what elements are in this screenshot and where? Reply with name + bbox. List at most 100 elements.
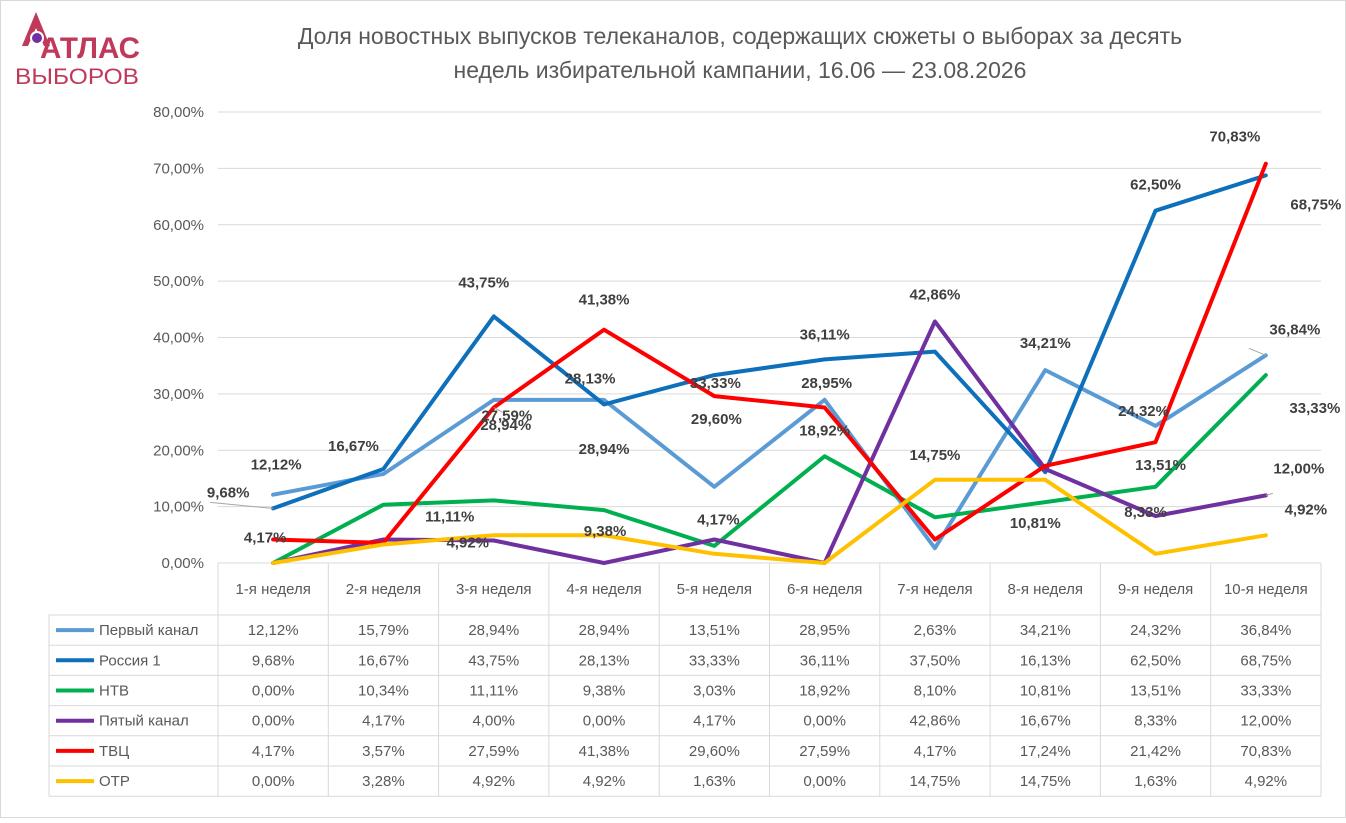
table-cell: 1,63% <box>1134 773 1177 790</box>
data-label: 28,94% <box>480 417 531 434</box>
table-cell: 36,11% <box>800 652 850 669</box>
table-cell: 13,51% <box>689 622 740 639</box>
table-cell: 0,00% <box>252 683 295 700</box>
y-tick-label: 60,00% <box>153 217 204 234</box>
data-label: 14,75% <box>910 447 961 464</box>
series-line <box>271 173 1268 511</box>
data-label: 24,32% <box>1118 403 1169 420</box>
leader-line <box>1265 492 1273 496</box>
category-label: 10-я неделя <box>1224 581 1308 598</box>
data-label: 28,95% <box>801 375 852 392</box>
data-label: 70,83% <box>1209 129 1260 146</box>
series-name: Первый канал <box>99 622 198 639</box>
data-label: 42,86% <box>910 286 961 303</box>
data-label: 36,11% <box>800 326 850 343</box>
table-cell: 14,75% <box>1020 773 1071 790</box>
table-cell: 37,50% <box>910 652 961 669</box>
series-name: Россия 1 <box>99 652 161 669</box>
table-cell: 36,84% <box>1240 622 1291 639</box>
table-cell: 28,94% <box>468 622 519 639</box>
table-cell: 13,51% <box>1130 683 1181 700</box>
table-cell: 3,57% <box>362 743 405 760</box>
leader-line <box>1248 347 1267 356</box>
table-cell: 12,00% <box>1240 713 1291 730</box>
table-cell: 4,17% <box>693 713 736 730</box>
table-cell: 0,00% <box>803 713 846 730</box>
table-cell: 4,92% <box>472 773 515 790</box>
table-cell: 24,32% <box>1130 622 1181 639</box>
logo-line1: АТЛАС <box>40 32 140 65</box>
table-cell: 27,59% <box>468 743 519 760</box>
table-cell: 4,17% <box>914 743 957 760</box>
y-tick-label: 30,00% <box>153 386 204 403</box>
table-cell: 33,33% <box>689 652 740 669</box>
data-label: 41,38% <box>579 292 630 309</box>
table-cell: 9,38% <box>583 683 626 700</box>
chart-title-line1: Доля новостных выпусков телеканалов, сод… <box>298 23 1182 49</box>
table-cell: 2,63% <box>914 622 957 639</box>
table-cell: 68,75% <box>1240 652 1291 669</box>
data-label: 12,12% <box>251 457 302 474</box>
data-label: 13,51% <box>1135 457 1186 474</box>
series-name: Пятый канал <box>99 713 189 730</box>
data-label: 4,17% <box>697 511 740 528</box>
table-cell: 10,81% <box>1020 683 1071 700</box>
logo: АТЛАС ВЫБОРОВ <box>15 12 140 89</box>
table-cell: 1,63% <box>693 773 736 790</box>
series-line <box>271 353 1268 551</box>
y-tick-label: 0,00% <box>161 555 204 572</box>
y-tick-label: 50,00% <box>153 273 204 290</box>
table-cell: 21,42% <box>1130 743 1181 760</box>
table-cell: 42,86% <box>910 713 961 730</box>
data-label: 33,33% <box>1289 400 1340 417</box>
table-cell: 4,92% <box>583 773 626 790</box>
table-cell: 0,00% <box>583 713 626 730</box>
category-label: 3-я неделя <box>456 581 531 598</box>
category-label: 6-я неделя <box>787 581 862 598</box>
series-line <box>271 477 1268 565</box>
table-cell: 41,38% <box>579 743 630 760</box>
table-cell: 16,13% <box>1020 652 1071 669</box>
data-label: 36,84% <box>1269 321 1320 338</box>
table-cell: 43,75% <box>468 652 519 669</box>
category-label: 5-я неделя <box>677 581 752 598</box>
table-cell: 0,00% <box>252 773 295 790</box>
logo-line2: ВЫБОРОВ <box>15 64 139 89</box>
table-cell: 70,83% <box>1240 743 1291 760</box>
data-table: 1-я неделя 2-я неделя 3-я неделя 4-я неделя… <box>48 562 1322 797</box>
table-cell: 3,03% <box>693 683 736 700</box>
leader-line <box>210 501 274 509</box>
table-cell: 27,59% <box>799 743 850 760</box>
table-cell: 8,10% <box>914 683 957 700</box>
table-cell: 4,00% <box>472 713 515 730</box>
data-label: 10,81% <box>1010 515 1061 532</box>
table-cell: 33,33% <box>1240 683 1291 700</box>
table-cell: 8,33% <box>1134 713 1177 730</box>
data-label: 28,13% <box>565 370 616 387</box>
data-label: 4,92% <box>1285 501 1328 518</box>
data-label: 27,59% <box>481 407 532 424</box>
table-cell: 28,94% <box>579 622 630 639</box>
table-cell: 0,00% <box>252 713 295 730</box>
data-label: 4,17% <box>244 529 287 546</box>
category-label: 7-я неделя <box>897 581 972 598</box>
table-cell: 16,67% <box>358 652 409 669</box>
y-tick-label: 20,00% <box>153 442 204 459</box>
data-label: 9,38% <box>584 523 627 540</box>
table-cell: 9,68% <box>252 652 295 669</box>
table-cell: 28,95% <box>799 622 850 639</box>
table-cell: 17,24% <box>1020 743 1071 760</box>
table-cell: 16,67% <box>1020 713 1071 730</box>
table-cell: 4,92% <box>1245 773 1288 790</box>
table-cell: 18,92% <box>799 683 850 700</box>
data-label: 28,94% <box>579 441 630 458</box>
table-cell: 34,21% <box>1020 622 1071 639</box>
logo-porthole-icon <box>30 31 44 45</box>
y-axis: 0,00% 10,00% 20,00% 30,00% 40,00% 50,00% 60,00… <box>153 104 204 572</box>
y-tick-label: 70,00% <box>153 160 204 177</box>
table-cell: 3,28% <box>362 773 405 790</box>
y-tick-label: 40,00% <box>153 330 204 347</box>
data-label: 18,92% <box>799 422 850 439</box>
